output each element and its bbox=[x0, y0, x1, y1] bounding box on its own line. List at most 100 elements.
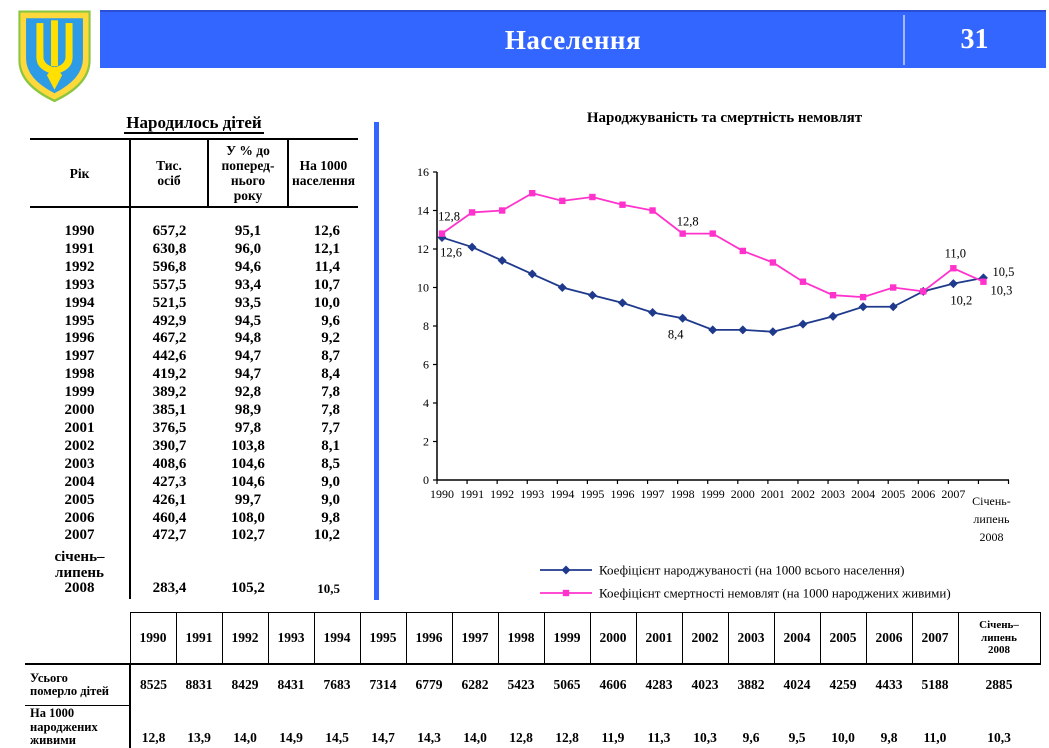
page-title: Населення bbox=[504, 24, 642, 55]
mortality-table-cell: 8525 bbox=[140, 677, 167, 693]
birth-table-cell: 9,0 bbox=[321, 491, 340, 508]
birth-table-cell: 94,6 bbox=[234, 258, 262, 275]
table-row: 1997 442,6 94,7 8,7 bbox=[30, 348, 358, 367]
square-marker-icon bbox=[829, 292, 837, 299]
page-number: 31 bbox=[960, 24, 989, 55]
data-point-label: 11,0 bbox=[945, 246, 966, 260]
mortality-table-cell: 9,5 bbox=[774, 705, 820, 748]
mortality-table-cell: 2885 bbox=[985, 677, 1013, 693]
table-row: 1994 521,5 93,5 10,0 bbox=[30, 294, 358, 313]
table-row: 1992 596,8 94,6 11,4 bbox=[30, 258, 358, 277]
birth-table-cell: 93,5 bbox=[234, 294, 262, 311]
birth-table-cell: 1995 bbox=[64, 312, 95, 329]
table-row: 1996 467,2 94,8 9,2 bbox=[30, 330, 358, 349]
data-point-label: 10,3 bbox=[991, 284, 1013, 298]
birth-table-cell: 9,2 bbox=[321, 330, 340, 347]
birth-mortality-chart: 0 2 4 6 8 10 12 14 16 1990 1991 1992 1993 1994 1995 199… bbox=[417, 165, 1015, 601]
birth-table-cell: 105,2 bbox=[231, 580, 265, 597]
birth-table-cell: 94,5 bbox=[234, 312, 262, 329]
mortality-table-header: 1990 1991 1992 1993 1994 1995 1996 1997 1998 1999… bbox=[25, 612, 1041, 665]
birth-table-cell: 10,5 bbox=[317, 581, 340, 597]
table-row: 2006 460,4 108,0 9,8 bbox=[30, 509, 358, 528]
square-marker-icon bbox=[529, 189, 536, 197]
x-axis-tick-label: Січень-липень 2008 bbox=[972, 494, 1011, 544]
x-axis-tick-label: 2004 bbox=[851, 487, 875, 501]
square-marker-icon bbox=[920, 288, 927, 295]
y-axis-tick-label: 12 bbox=[417, 242, 429, 256]
data-point-label: 10,5 bbox=[993, 265, 1015, 279]
square-marker-icon bbox=[498, 207, 506, 214]
mortality-table-cell: 6779 bbox=[415, 677, 443, 693]
mortality-table-cell: 14,9 bbox=[268, 705, 314, 748]
mortality-table-cell: 9,8 bbox=[866, 705, 912, 748]
data-point-label: 12,8 bbox=[677, 215, 699, 229]
birth-table-cell: 442,6 bbox=[129, 348, 208, 367]
y-axis-tick-label: 0 bbox=[423, 473, 429, 487]
square-marker-icon bbox=[589, 193, 596, 201]
birth-table-cell: 2005 bbox=[64, 491, 95, 508]
mortality-table-cell: 10,3 bbox=[682, 705, 728, 748]
birth-table: Рік Тис. осіб У % до поперед- нього року На… bbox=[30, 138, 358, 599]
x-axis-tick-label: 2002 bbox=[791, 487, 815, 501]
birth-table-cell: 9,6 bbox=[321, 312, 340, 329]
x-axis-tick-label: 2001 bbox=[761, 487, 785, 501]
mortality-table-cell: 7314 bbox=[369, 677, 397, 693]
diamond-marker-icon bbox=[798, 319, 808, 329]
birth-table-body: 1990 657,2 95,1 12,6 1991 630,8 96,0 12,1 1992 59… bbox=[30, 207, 358, 599]
table-row: 1995 492,9 94,5 9,6 bbox=[30, 312, 358, 331]
birth-table-cell: 385,1 bbox=[129, 402, 208, 420]
birth-table-cell: 408,6 bbox=[129, 455, 208, 474]
x-axis-tick-label: 1996 bbox=[610, 487, 634, 501]
mortality-table-header-cell: 2005 bbox=[819, 612, 866, 665]
birth-table-header-cell: На 1000 населення bbox=[287, 138, 358, 208]
header-bar: Населення 31 bbox=[100, 10, 1046, 68]
mortality-table-cell: 11,0 bbox=[912, 705, 958, 748]
birth-table-cell: 10,0 bbox=[313, 294, 340, 311]
birth-table-header: Рік Тис. осіб У % до поперед- нього року На… bbox=[30, 138, 358, 208]
diamond-marker-icon bbox=[828, 311, 838, 321]
x-axis-tick-label: 2007 bbox=[941, 487, 965, 501]
mortality-table-cell: 8831 bbox=[185, 677, 213, 693]
birth-table-cell: 8,4 bbox=[321, 366, 340, 383]
birth-table-cell: 8,1 bbox=[321, 437, 340, 454]
mortality-table-cell: 4259 bbox=[829, 677, 857, 693]
mortality-table-cell: 4433 bbox=[875, 677, 903, 693]
birth-table-cell: 7,8 bbox=[321, 384, 340, 401]
birth-table-cell: 1994 bbox=[64, 294, 95, 311]
legend-label-mortality: Коефіцієнт смертності немовлят (на 1000 … bbox=[599, 586, 951, 601]
header-separator bbox=[903, 15, 905, 65]
mortality-table-header-cell: 1997 bbox=[451, 612, 498, 665]
square-marker-icon bbox=[438, 230, 446, 237]
birth-table-cell: 1998 bbox=[64, 366, 95, 383]
square-marker-icon bbox=[859, 293, 867, 301]
birth-table-cell: 1991 bbox=[64, 240, 95, 257]
diamond-marker-icon bbox=[738, 325, 748, 335]
diamond-marker-icon bbox=[708, 325, 718, 335]
birth-table-cell: 94,7 bbox=[234, 348, 262, 365]
mortality-table-cell: 14,7 bbox=[360, 705, 406, 748]
birth-table-cell: 630,8 bbox=[129, 240, 208, 259]
square-marker-icon bbox=[769, 259, 777, 266]
square-marker-icon bbox=[739, 247, 746, 255]
mortality-table-cell: 5065 bbox=[553, 677, 581, 693]
table-row: 2007 472,7 102,7 10,2 bbox=[30, 527, 358, 546]
mortality-table-cell: 14,3 bbox=[406, 705, 452, 748]
mortality-table-header-cell: 1998 bbox=[497, 612, 544, 665]
diamond-marker-icon bbox=[678, 313, 688, 323]
table-row: 1999 389,2 92,8 7,8 bbox=[30, 384, 358, 403]
diamond-marker-icon bbox=[527, 269, 537, 279]
square-marker-icon bbox=[980, 278, 987, 285]
mortality-table-header-cell: Січень– липень 2008 bbox=[957, 612, 1041, 665]
birth-table-cell: 2007 bbox=[64, 527, 95, 544]
mortality-series-line bbox=[441, 192, 984, 299]
mortality-table-cell: 3882 bbox=[737, 677, 765, 693]
diamond-marker-icon bbox=[768, 327, 778, 337]
birth-table-cell: 94,7 bbox=[234, 366, 262, 383]
diamond-marker-icon bbox=[858, 302, 868, 312]
mortality-table-cell: 5423 bbox=[507, 677, 535, 693]
mortality-table-header-cell: 2000 bbox=[589, 612, 636, 665]
mortality-table-row-label: На 1000 народжених живими bbox=[25, 705, 131, 748]
diamond-marker-icon bbox=[888, 302, 898, 312]
birth-table-cell: 99,7 bbox=[234, 491, 262, 508]
